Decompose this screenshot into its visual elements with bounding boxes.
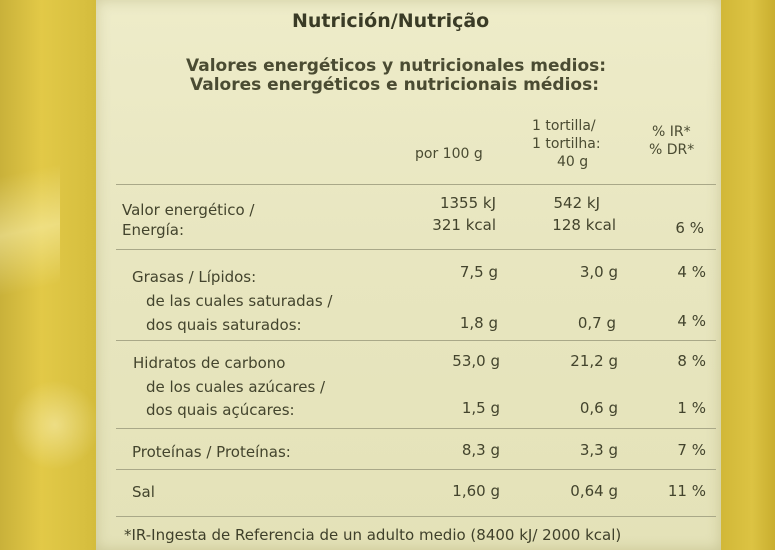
row-divider (116, 516, 716, 517)
subtitle-spanish: Valores energéticos y nutricionales medi… (186, 56, 607, 76)
subtitle-portuguese: Valores energéticos e nutricionais médio… (190, 75, 599, 95)
row-carbohydrate-ir: 8 % (677, 352, 706, 370)
row-salt-per100: 1,60 g (452, 482, 500, 500)
row-carbohydrate-label: Hidratos de carbono (133, 354, 286, 372)
row-sugars-label-1: de los cuales azúcares / (146, 378, 326, 396)
header-ir-line2: % DR* (649, 142, 695, 158)
row-energy-ir: 6 % (675, 219, 704, 237)
row-sugars-per100: 1,5 g (461, 399, 500, 417)
header-divider (116, 184, 716, 185)
row-fat-per100: 7,5 g (459, 263, 498, 281)
row-divider (116, 340, 716, 341)
row-salt-label: Sal (132, 483, 155, 501)
header-ir-line1: % IR* (652, 124, 691, 140)
row-energy-label-2: Energía: (122, 221, 185, 239)
header-per-100g: por 100 g (415, 146, 483, 162)
row-protein-portion: 3,3 g (579, 441, 618, 459)
row-protein-per100: 8,3 g (461, 441, 500, 459)
row-protein-ir: 7 % (677, 441, 706, 459)
row-salt-portion: 0,64 g (570, 482, 618, 500)
footnote: *IR-Ingesta de Referencia de un adulto m… (124, 526, 622, 544)
row-saturates-ir: 4 % (677, 312, 706, 330)
package-wrapper-right (717, 0, 775, 550)
row-sugars-ir: 1 % (677, 399, 706, 417)
row-energy-label-1: Valor energético / (122, 201, 255, 219)
row-divider (116, 249, 716, 250)
row-divider (116, 469, 716, 470)
row-carbohydrate-per100: 53,0 g (452, 352, 500, 370)
row-salt-ir: 11 % (667, 482, 706, 500)
header-portion-line1: 1 tortilla/ (532, 118, 596, 134)
row-saturates-portion: 0,7 g (577, 314, 616, 332)
row-fat-label: Grasas / Lípidos: (132, 268, 257, 286)
row-energy-portion-kj: 542 kJ (553, 194, 600, 212)
row-divider (116, 428, 716, 429)
header-portion-line2: 1 tortilha: (532, 136, 601, 152)
row-saturates-per100: 1,8 g (459, 314, 498, 332)
row-energy-per100-kj: 1355 kJ (439, 194, 496, 212)
row-energy-portion-kcal: 128 kcal (552, 216, 616, 234)
row-protein-label: Proteínas / Proteínas: (132, 443, 291, 461)
row-sugars-portion: 0,6 g (579, 399, 618, 417)
row-fat-portion: 3,0 g (579, 263, 618, 281)
row-saturates-label-2: dos quais saturados: (146, 316, 302, 334)
header-portion-line3: 40 g (557, 154, 589, 170)
row-sugars-label-2: dos quais açúcares: (146, 401, 295, 419)
nutrition-label-panel: Nutrición/Nutrição Valores energéticos y… (96, 0, 721, 550)
label-title: Nutrición/Nutrição (292, 10, 490, 32)
row-saturates-label-1: de las cuales saturadas / (146, 292, 333, 310)
row-carbohydrate-portion: 21,2 g (570, 352, 618, 370)
row-energy-per100-kcal: 321 kcal (432, 216, 496, 234)
row-fat-ir: 4 % (677, 263, 706, 281)
